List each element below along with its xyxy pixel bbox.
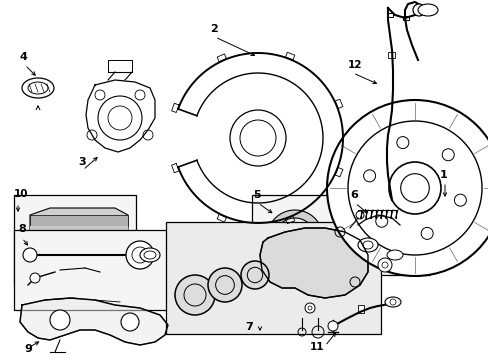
Circle shape: [175, 275, 215, 315]
Text: 4: 4: [20, 52, 28, 62]
Bar: [165, 222, 380, 334]
Circle shape: [412, 4, 424, 16]
Text: 2: 2: [209, 24, 217, 34]
Polygon shape: [30, 226, 128, 262]
Bar: [347, 195, 429, 275]
Ellipse shape: [140, 248, 160, 262]
Ellipse shape: [28, 82, 48, 94]
Ellipse shape: [22, 78, 54, 98]
Circle shape: [241, 261, 268, 289]
Text: 5: 5: [252, 190, 260, 200]
Circle shape: [126, 241, 154, 269]
Bar: [386, 13, 392, 17]
Circle shape: [121, 313, 139, 331]
Bar: [357, 305, 363, 313]
Polygon shape: [25, 263, 110, 284]
Bar: [386, 107, 393, 113]
Circle shape: [30, 273, 40, 283]
Text: 9: 9: [24, 344, 32, 354]
Ellipse shape: [143, 251, 156, 259]
Circle shape: [326, 100, 488, 276]
Polygon shape: [20, 298, 168, 345]
Polygon shape: [270, 224, 323, 266]
Circle shape: [23, 248, 37, 262]
Circle shape: [377, 258, 391, 272]
Bar: [402, 16, 408, 20]
Ellipse shape: [362, 241, 372, 249]
Circle shape: [207, 268, 242, 302]
Circle shape: [50, 310, 70, 330]
Bar: [387, 52, 394, 58]
Ellipse shape: [384, 297, 400, 307]
Polygon shape: [30, 208, 128, 262]
Text: 7: 7: [244, 322, 252, 332]
Bar: [14, 230, 189, 310]
Polygon shape: [266, 210, 319, 252]
Text: 6: 6: [349, 190, 357, 200]
Ellipse shape: [417, 4, 437, 16]
Polygon shape: [260, 228, 367, 298]
Bar: [14, 195, 136, 285]
Text: 12: 12: [347, 60, 362, 70]
Ellipse shape: [386, 250, 402, 260]
Text: 8: 8: [18, 224, 26, 234]
Bar: [251, 195, 341, 275]
Text: 11: 11: [309, 342, 324, 352]
Ellipse shape: [357, 238, 377, 252]
Bar: [108, 60, 132, 72]
Text: 3: 3: [78, 157, 85, 167]
Circle shape: [305, 303, 314, 313]
Text: 1: 1: [439, 170, 447, 180]
Text: 10: 10: [14, 189, 28, 199]
Polygon shape: [30, 215, 128, 226]
Circle shape: [327, 321, 337, 331]
